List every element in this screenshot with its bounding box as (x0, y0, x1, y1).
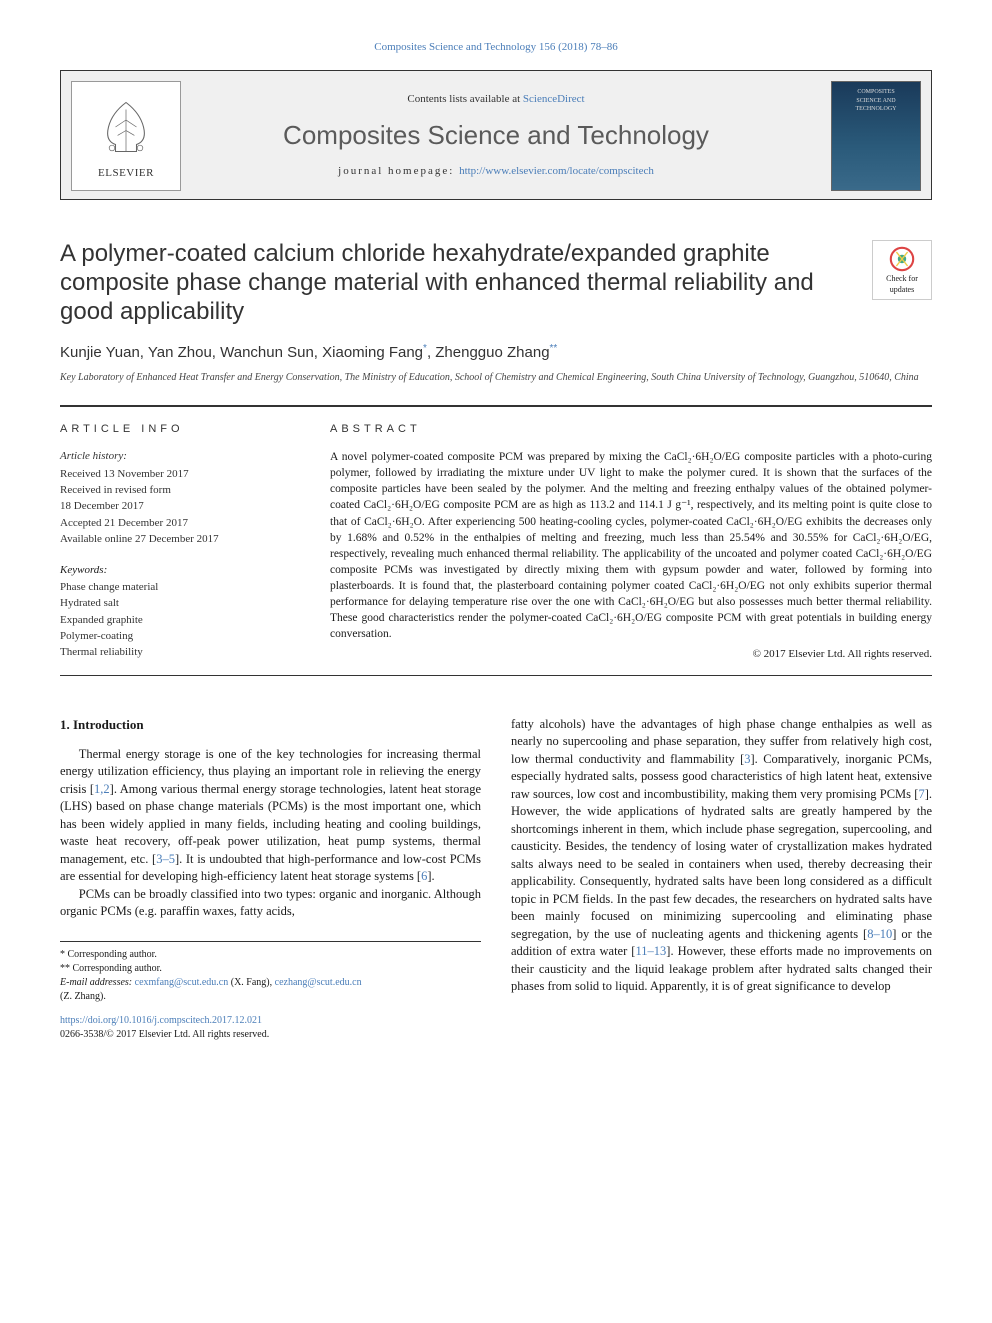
journal-title: Composites Science and Technology (283, 117, 709, 153)
journal-header-box: ELSEVIER COMPOSITESSCIENCE ANDTECHNOLOGY… (60, 70, 932, 200)
top-citation-link[interactable]: Composites Science and Technology 156 (2… (60, 40, 932, 55)
history-item: Available online 27 December 2017 (60, 532, 290, 547)
ref-link[interactable]: 11–13 (635, 944, 666, 958)
ref-link[interactable]: 3 (744, 752, 750, 766)
keyword-item: Expanded graphite (60, 613, 290, 628)
email-who-2: (Z. Zhang). (60, 991, 106, 1002)
history-item: Accepted 21 December 2017 (60, 516, 290, 531)
journal-homepage-link[interactable]: http://www.elsevier.com/locate/compscite… (459, 165, 654, 177)
check-updates-text2: updates (890, 284, 914, 295)
elsevier-logo[interactable]: ELSEVIER (71, 81, 181, 191)
footnote-corr-1: * Corresponding author. (60, 948, 481, 962)
main-two-column: 1. Introduction Thermal energy storage i… (60, 716, 932, 1042)
sciencedirect-link[interactable]: ScienceDirect (523, 93, 585, 105)
corr-mark-2[interactable]: ** (550, 343, 558, 354)
contents-prefix: Contents lists available at (407, 93, 522, 105)
emails-label: E-mail addresses: (60, 977, 135, 988)
section-1-heading: 1. Introduction (60, 716, 481, 734)
cover-text: COMPOSITESSCIENCE ANDTECHNOLOGY (832, 82, 920, 119)
keyword-item: Hydrated salt (60, 596, 290, 611)
homepage-prefix: journal homepage: (338, 165, 459, 177)
elsevier-label: ELSEVIER (98, 166, 154, 181)
email-link-1[interactable]: cexmfang@scut.edu.cn (135, 977, 229, 988)
footnote-emails: E-mail addresses: cexmfang@scut.edu.cn (… (60, 976, 481, 1004)
crossmark-icon (888, 245, 916, 273)
ref-link[interactable]: 8–10 (867, 927, 892, 941)
journal-cover-thumbnail[interactable]: COMPOSITESSCIENCE ANDTECHNOLOGY (831, 81, 921, 191)
left-column: 1. Introduction Thermal energy storage i… (60, 716, 481, 1042)
copyright-line: © 2017 Elsevier Ltd. All rights reserved… (330, 647, 932, 662)
ref-link[interactable]: 6 (421, 869, 427, 883)
keywords-label: Keywords: (60, 563, 290, 578)
issn-copyright: 0266-3538/© 2017 Elsevier Ltd. All right… (60, 1029, 269, 1040)
right-column: fatty alcohols) have the advantages of h… (511, 716, 932, 1042)
ref-link[interactable]: 7 (918, 787, 924, 801)
email-who-1: (X. Fang), (228, 977, 274, 988)
author-list: Kunjie Yuan, Yan Zhou, Wanchun Sun, Xiao… (60, 342, 932, 363)
keyword-item: Thermal reliability (60, 645, 290, 660)
footnote-corr-2: ** Corresponding author. (60, 962, 481, 976)
doi-block: https://doi.org/10.1016/j.compscitech.20… (60, 1014, 481, 1042)
keyword-item: Polymer-coating (60, 629, 290, 644)
meta-abstract-row: ARTICLE INFO Article history: Received 1… (60, 406, 932, 663)
elsevier-tree-icon (91, 92, 161, 162)
article-header: Check for updates A polymer-coated calci… (60, 240, 932, 384)
history-item: Received 13 November 2017 (60, 467, 290, 482)
body-para-3: fatty alcohols) have the advantages of h… (511, 716, 932, 996)
ref-link[interactable]: 3–5 (156, 852, 175, 866)
article-info-column: ARTICLE INFO Article history: Received 1… (60, 407, 290, 663)
article-title: A polymer-coated calcium chloride hexahy… (60, 240, 932, 326)
email-link-2[interactable]: cezhang@scut.edu.cn (275, 977, 362, 988)
history-item: Received in revised form (60, 483, 290, 498)
history-item: 18 December 2017 (60, 499, 290, 514)
abstract-label: ABSTRACT (330, 422, 932, 437)
footnotes-block: * Corresponding author. ** Corresponding… (60, 941, 481, 1004)
abstract-column: ABSTRACT A novel polymer-coated composit… (330, 407, 932, 663)
journal-homepage-line: journal homepage: http://www.elsevier.co… (338, 164, 654, 179)
abstract-text: A novel polymer-coated composite PCM was… (330, 449, 932, 642)
history-label: Article history: (60, 449, 290, 464)
keyword-item: Phase change material (60, 580, 290, 595)
corr-mark-1[interactable]: * (423, 343, 427, 354)
contents-available-line: Contents lists available at ScienceDirec… (407, 92, 584, 107)
body-para-2: PCMs can be broadly classified into two … (60, 886, 481, 921)
check-updates-text1: Check for (886, 273, 918, 284)
doi-link[interactable]: https://doi.org/10.1016/j.compscitech.20… (60, 1015, 262, 1026)
affiliation: Key Laboratory of Enhanced Heat Transfer… (60, 371, 932, 385)
check-updates-badge[interactable]: Check for updates (872, 240, 932, 300)
article-info-label: ARTICLE INFO (60, 422, 290, 437)
divider-main (60, 675, 932, 676)
ref-link[interactable]: 1,2 (94, 782, 110, 796)
body-para-1: Thermal energy storage is one of the key… (60, 746, 481, 886)
